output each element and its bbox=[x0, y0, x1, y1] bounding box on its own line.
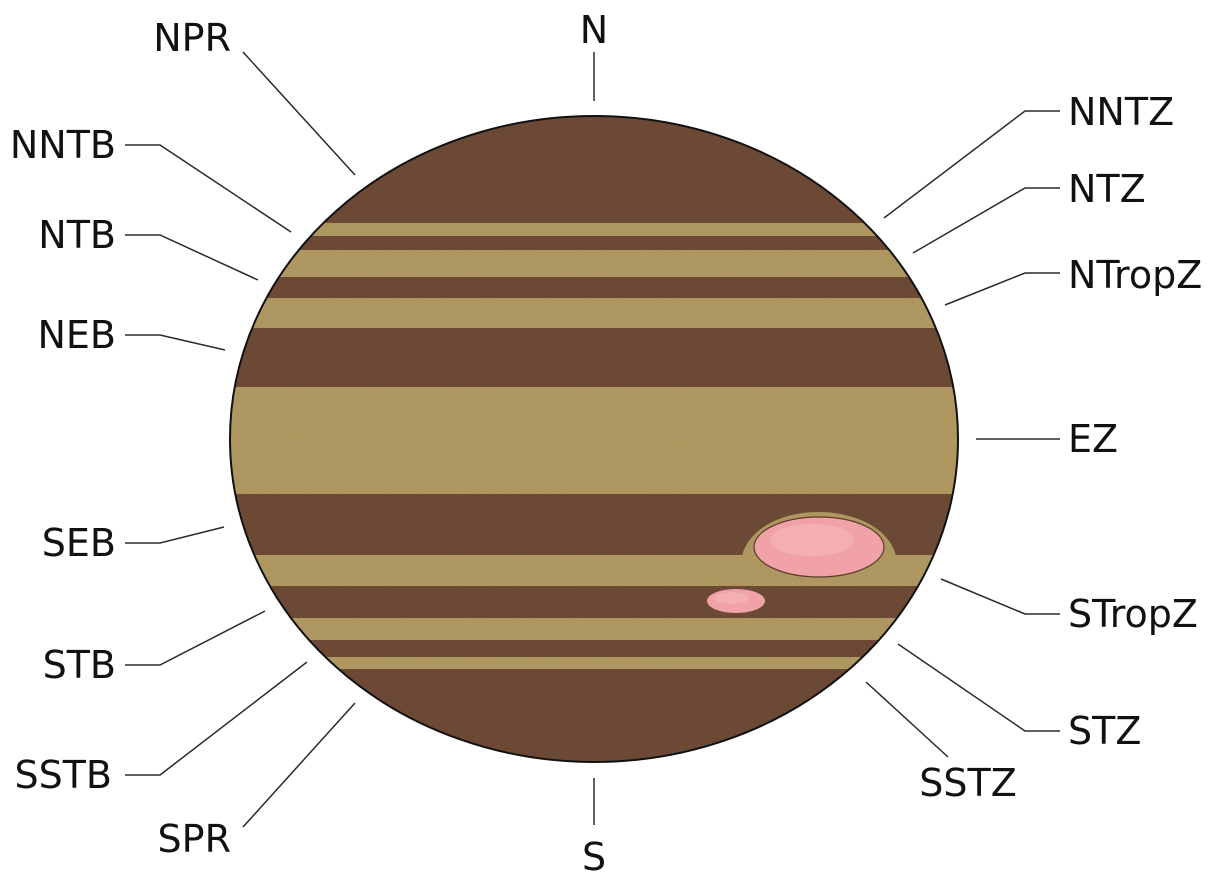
leader-nntz bbox=[883, 110, 1060, 219]
label-spr: SPR bbox=[158, 817, 231, 861]
nntz-band bbox=[230, 223, 958, 236]
ntz-band bbox=[230, 250, 958, 277]
leader-lines bbox=[125, 51, 1060, 828]
leader-stz bbox=[897, 643, 1060, 732]
sstz-band bbox=[230, 657, 958, 669]
leader-sstb bbox=[125, 661, 308, 776]
leader-spr bbox=[242, 702, 356, 828]
label-n: N bbox=[580, 8, 608, 52]
label-npr: NPR bbox=[153, 16, 231, 60]
label-sstb: SSTB bbox=[14, 753, 112, 797]
leader-npr bbox=[242, 51, 356, 176]
label-ntropz: NTropZ bbox=[1068, 253, 1202, 297]
jupiter-outline bbox=[229, 115, 959, 763]
label-seb: SEB bbox=[42, 521, 116, 565]
leader-sstz bbox=[865, 681, 949, 758]
jupiter-disk bbox=[230, 116, 958, 762]
ntropz-band bbox=[230, 298, 958, 328]
leader-ntb bbox=[125, 234, 259, 281]
label-ntz: NTZ bbox=[1068, 167, 1146, 211]
leader-neb bbox=[125, 334, 226, 351]
stz-band bbox=[230, 618, 958, 640]
label-stropz: STropZ bbox=[1068, 592, 1198, 636]
great-red-spot-highlight bbox=[770, 524, 854, 556]
band-labels: N S NPR NNTB NTB NEB SEB STB SSTB SPR NN… bbox=[10, 8, 1202, 872]
label-s: S bbox=[582, 835, 606, 872]
leader-ntz bbox=[912, 187, 1060, 254]
label-nntb: NNTB bbox=[10, 123, 116, 167]
label-sstz: SSTZ bbox=[919, 761, 1017, 805]
leader-stropz bbox=[940, 578, 1060, 615]
label-stb: STB bbox=[43, 643, 116, 687]
ez-band bbox=[230, 387, 958, 494]
small-red-spot-highlight bbox=[715, 592, 749, 604]
label-neb: NEB bbox=[37, 313, 116, 357]
label-ez: EZ bbox=[1068, 417, 1118, 461]
leader-nntb bbox=[125, 144, 292, 233]
label-stz: STZ bbox=[1068, 709, 1141, 753]
leader-seb bbox=[125, 526, 225, 544]
leader-ntropz bbox=[944, 272, 1060, 306]
label-ntb: NTB bbox=[38, 213, 116, 257]
leader-stb bbox=[125, 610, 266, 666]
label-nntz: NNTZ bbox=[1068, 90, 1174, 134]
